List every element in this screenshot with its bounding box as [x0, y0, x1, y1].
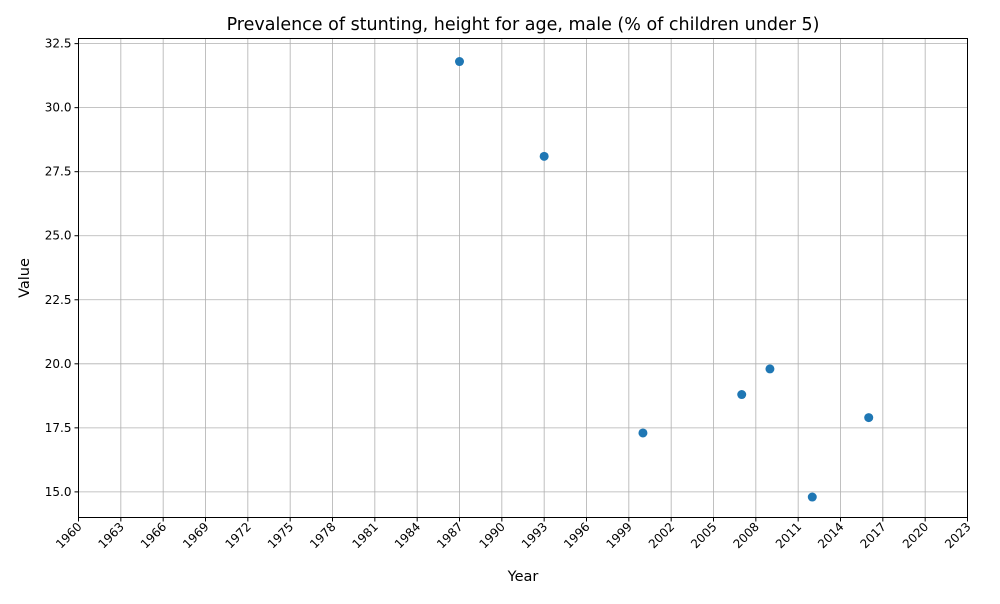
data-point: [737, 390, 747, 400]
y-tick-label: 22.5: [45, 293, 72, 307]
x-tick-label: 2005: [688, 520, 719, 551]
x-tick-label: 2011: [773, 520, 804, 551]
chart-title: Prevalence of stunting, height for age, …: [227, 15, 820, 35]
data-point: [638, 428, 648, 438]
y-tick-label: 27.5: [45, 165, 72, 179]
x-tick-label: 1978: [307, 520, 338, 551]
x-tick-label: 1987: [434, 520, 465, 551]
data-point: [455, 57, 464, 67]
y-tick-label: 15.0: [45, 485, 72, 499]
y-tick-label: 30.0: [45, 101, 72, 115]
grid-lines: [78, 38, 968, 518]
x-tick-label: 1981: [349, 520, 380, 551]
data-point: [539, 151, 549, 161]
x-tick-label: 2008: [730, 520, 761, 551]
x-axis-ticks: 1960 1963 1966 1969 1972 1975 1978 1981 1984 1987…: [53, 517, 974, 551]
x-tick-label: 1993: [519, 520, 550, 551]
x-tick-label: 1972: [222, 520, 253, 551]
x-tick-label: 1990: [476, 520, 507, 551]
y-tick-label: 25.0: [45, 229, 72, 243]
plot-area-frame: [78, 38, 968, 518]
x-tick-label: 1960: [53, 520, 84, 551]
y-tick-label: 32.5: [45, 37, 72, 51]
data-point: [807, 492, 817, 502]
x-tick-label: 1969: [180, 520, 211, 551]
data-point: [765, 364, 775, 374]
y-axis-title: Value: [17, 258, 33, 298]
x-tick-label: 2020: [900, 520, 931, 551]
x-tick-label: 2002: [646, 520, 677, 551]
data-points: [455, 57, 874, 502]
x-tick-label: 2023: [942, 520, 973, 551]
x-tick-label: 2017: [857, 520, 888, 551]
x-tick-label: 1984: [392, 520, 423, 551]
y-axis-ticks: 15.0 17.5 20.0 22.5 25.0 27.5 30.0 32.5: [45, 37, 79, 499]
x-tick-label: 1999: [603, 520, 634, 551]
y-tick-label: 20.0: [45, 357, 72, 371]
x-tick-label: 1966: [138, 520, 169, 551]
x-tick-label: 1975: [265, 520, 296, 551]
x-tick-label: 1963: [95, 520, 126, 551]
y-tick-label: 17.5: [45, 421, 72, 435]
data-point: [864, 413, 874, 423]
x-axis-title: Year: [507, 569, 539, 585]
x-tick-label: 2014: [815, 520, 846, 551]
x-tick-label: 1996: [561, 520, 592, 551]
